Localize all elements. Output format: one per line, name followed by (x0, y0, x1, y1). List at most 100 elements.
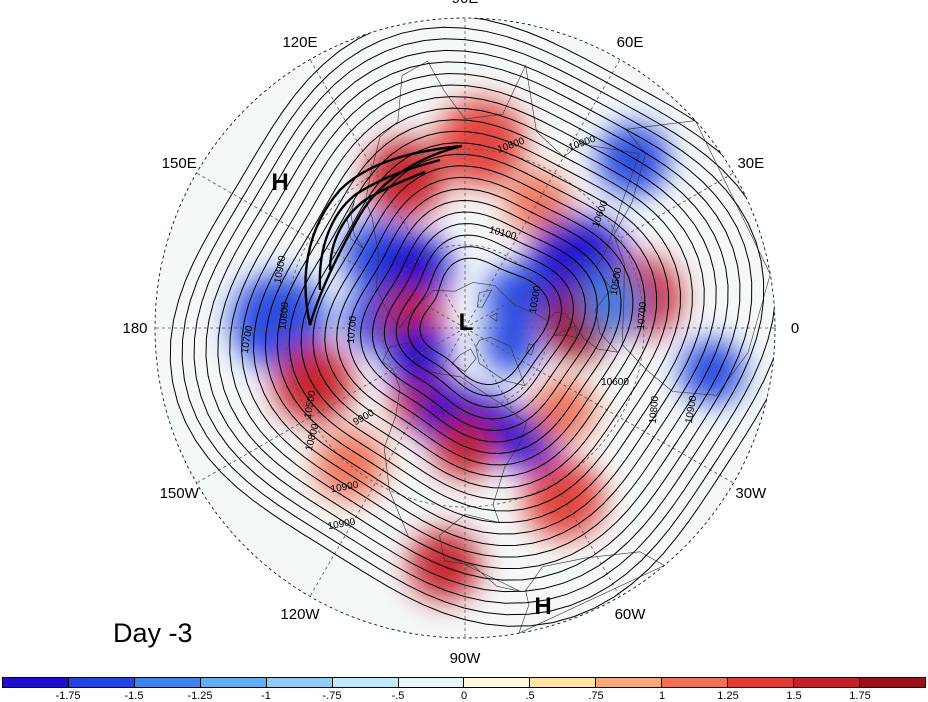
anomaly-blob (483, 316, 540, 373)
height-contours (169, 18, 775, 627)
map-disc (155, 18, 775, 638)
meridian-line (464, 172, 734, 329)
coastline (365, 60, 640, 353)
height-contour (169, 18, 775, 627)
colorbar-box (332, 678, 399, 687)
colorbar-tick-label: 1 (658, 690, 666, 702)
meridian-line (464, 327, 734, 484)
colorbar (2, 677, 926, 688)
meridian-line (464, 59, 621, 329)
longitude-label: 120E (282, 34, 317, 51)
height-contour (324, 165, 646, 477)
height-contour (407, 246, 563, 397)
contour-label: 10900 (327, 517, 357, 533)
colorbar-tick-label: 1.5 (786, 690, 802, 702)
anomaly-blob (379, 232, 452, 305)
height-contour (205, 49, 765, 593)
anomaly-shading (230, 98, 745, 601)
coastline (382, 341, 527, 592)
height-contour (419, 257, 551, 386)
contour-label: 10900 (684, 394, 700, 424)
panel-title: Day -3 (113, 618, 193, 648)
contour-label: 10700 (346, 315, 359, 344)
coastline (475, 336, 526, 387)
contour-label: 10700 (240, 324, 256, 354)
anomaly-blob (313, 429, 386, 502)
coastline (553, 325, 578, 339)
height-contour (229, 72, 741, 570)
contour-label: 10900 (273, 254, 289, 284)
coastline (518, 551, 665, 634)
colorbar-box (662, 678, 729, 687)
colorbar-box (596, 678, 663, 687)
jet-contour (328, 170, 426, 271)
colorbar-box (728, 678, 795, 687)
colorbar-box (3, 678, 69, 687)
coastline (451, 348, 477, 372)
contour-label: 10500 (609, 266, 625, 296)
anomaly-blob (680, 339, 745, 404)
anomaly-blob (273, 343, 354, 424)
colorbar-tick-label: -1.25 (187, 690, 213, 702)
latitude-circle (381, 244, 549, 412)
contour-label: 10500 (303, 389, 319, 419)
colorbar-tick-label: -.5 (391, 690, 405, 702)
colorbar-tick-label: 1.75 (849, 690, 871, 702)
anomaly-blob (523, 459, 604, 540)
colorbar-box (266, 678, 333, 687)
colorbar-box (530, 678, 597, 687)
colorbar-tick-label: -1 (261, 690, 271, 702)
anomaly-blob (581, 269, 646, 334)
jet-contour (318, 158, 441, 291)
low-center-label: L (459, 309, 474, 336)
longitude-label: 90W (450, 650, 482, 667)
colorbar-tick-label: .75 (588, 690, 604, 702)
colorbar-tick-label: -1.75 (55, 690, 81, 702)
jet-contours (304, 144, 463, 326)
height-contour (300, 142, 670, 500)
height-contour (348, 188, 622, 454)
coastlines (346, 60, 771, 634)
colorbar-box (794, 678, 860, 687)
longitude-label: 180 (122, 320, 147, 337)
high-center-label: H (534, 593, 551, 620)
meridian-line (464, 327, 621, 597)
colorbar-tick-label: 1.25 (717, 690, 739, 702)
anomaly-blob (597, 123, 670, 196)
coastline (346, 200, 365, 250)
height-contour (383, 223, 586, 420)
anomaly-blob (531, 378, 596, 443)
colorbar-box (464, 678, 531, 687)
coastline (488, 312, 498, 322)
colorbar-box (134, 678, 201, 687)
height-contour (217, 61, 753, 581)
contour-label: 10900 (330, 480, 360, 496)
colorbar-tick-label: -.75 (322, 690, 342, 702)
longitude-label: 90E (452, 0, 479, 7)
longitude-label: 30W (735, 485, 767, 502)
colorbar-tick-label: -1.5 (124, 690, 144, 702)
colorbar-ticks: -1.75 -1.5 -1.25 -1 -.75 -.5 0 .5 .75 1 1.25 1.5 1.7… (2, 690, 926, 702)
contour-label: 10700 (636, 301, 649, 330)
coastline (476, 289, 493, 308)
colorbar-tick-label: 0 (460, 690, 468, 702)
contour-label: 10300 (528, 284, 544, 314)
height-contour (241, 84, 729, 558)
longitude-label: 0 (791, 320, 799, 337)
height-contour (395, 234, 574, 409)
colorbar-tick-label: .5 (525, 690, 535, 702)
anomaly-blob (437, 98, 526, 187)
colorbar-box (68, 678, 135, 687)
longitude-label: 60W (615, 606, 647, 623)
high-center-label: H (271, 169, 288, 196)
height-contour (264, 107, 705, 535)
meridian-line (309, 59, 466, 329)
meridian-line (196, 327, 466, 484)
jet-contour (304, 144, 463, 326)
longitude-label-layer: 90E 60E 30E 0 30W 60W 90W 120W 150W 180 150E 120E (122, 0, 799, 667)
latitude-circle (285, 148, 645, 508)
polar-stereographic-map: 10800 10900106001010010500107001030010600… (122, 0, 799, 667)
height-contour (181, 26, 775, 616)
height-contour (336, 176, 634, 466)
coastline (525, 343, 535, 356)
